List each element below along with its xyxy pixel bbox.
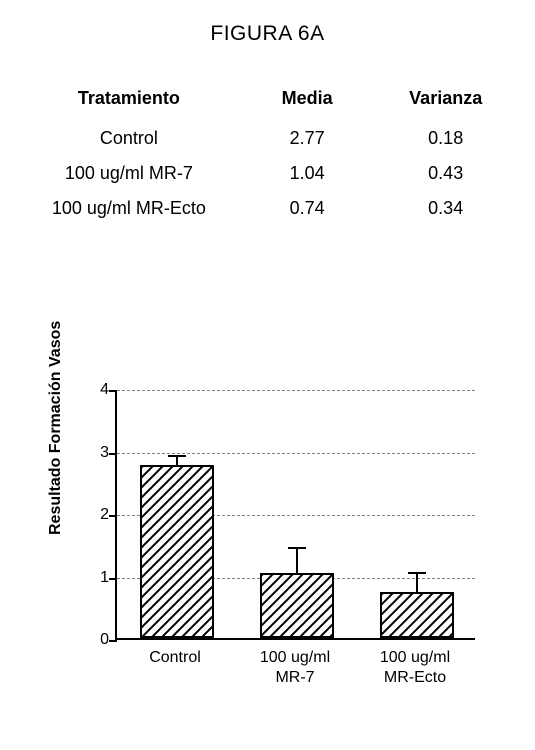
- gridline: [117, 390, 475, 391]
- y-axis-label: Resultado Formación Vasos: [47, 321, 65, 535]
- error-cap: [408, 572, 426, 574]
- cell-treatment: 100 ug/ml MR-Ecto: [20, 191, 238, 226]
- y-tick: [109, 515, 117, 517]
- table-row: 100 ug/ml MR-Ecto 0.74 0.34: [20, 191, 515, 226]
- error-cap: [168, 455, 186, 457]
- error-cap: [288, 547, 306, 549]
- cell-variance: 0.18: [376, 121, 515, 156]
- y-tick-label: 2: [85, 506, 109, 524]
- stats-table: Tratamiento Media Varianza Control 2.77 …: [20, 82, 515, 226]
- y-tick: [109, 390, 117, 392]
- table-row: Control 2.77 0.18: [20, 121, 515, 156]
- cell-treatment: Control: [20, 121, 238, 156]
- cell-mean: 0.74: [238, 191, 377, 226]
- error-bar: [176, 456, 178, 467]
- col-header-mean: Media: [238, 82, 377, 121]
- y-tick-label: 4: [85, 381, 109, 399]
- col-header-treatment: Tratamiento: [20, 82, 238, 121]
- figure-title: FIGURA 6A: [0, 22, 535, 46]
- y-tick: [109, 578, 117, 580]
- y-tick-label: 1: [85, 569, 109, 587]
- x-tick-label: Control: [115, 648, 235, 668]
- bar-chart: Resultado Formación Vasos 01234 Control1…: [55, 380, 505, 720]
- col-header-variance: Varianza: [376, 82, 515, 121]
- y-tick-label: 0: [85, 631, 109, 649]
- bar: [140, 465, 214, 638]
- cell-mean: 1.04: [238, 156, 377, 191]
- cell-mean: 2.77: [238, 121, 377, 156]
- x-tick-label: 100 ug/ml MR-7: [235, 648, 355, 688]
- error-bar: [296, 548, 298, 575]
- plot-area: 01234: [115, 390, 475, 640]
- error-bar: [416, 573, 418, 594]
- bar: [380, 592, 454, 638]
- table-row: 100 ug/ml MR-7 1.04 0.43: [20, 156, 515, 191]
- cell-variance: 0.34: [376, 191, 515, 226]
- x-tick-label: 100 ug/ml MR-Ecto: [355, 648, 475, 688]
- y-tick-label: 3: [85, 444, 109, 462]
- gridline: [117, 453, 475, 454]
- bar: [260, 573, 334, 638]
- y-tick: [109, 453, 117, 455]
- cell-treatment: 100 ug/ml MR-7: [20, 156, 238, 191]
- y-tick: [109, 640, 117, 642]
- cell-variance: 0.43: [376, 156, 515, 191]
